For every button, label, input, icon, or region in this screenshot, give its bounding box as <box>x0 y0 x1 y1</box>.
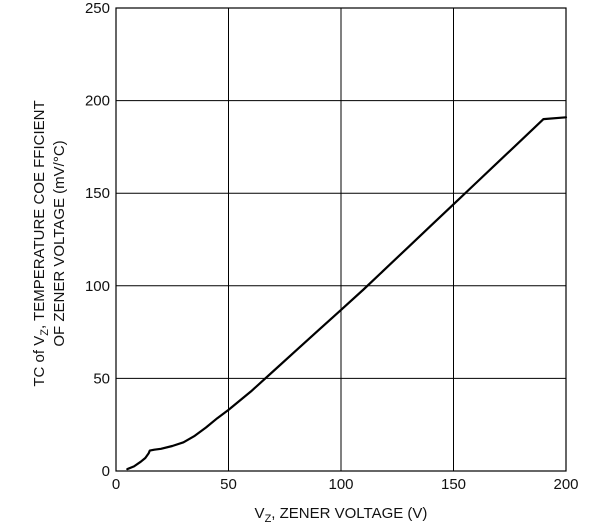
x-tick-label: 50 <box>220 476 237 493</box>
x-tick-label: 200 <box>553 476 578 493</box>
y-tick-label: 150 <box>85 185 110 202</box>
x-axis-title-rest: , ZENER VOLTAGE (V) <box>271 505 427 522</box>
x-tick-label: 100 <box>328 476 353 493</box>
y-axis-title-rest: , TEMPERATURE COE FFICIENT <box>31 100 48 329</box>
grid <box>116 8 566 471</box>
y-axis-title-line1: TC of VZ, TEMPERATURE COE FFICIENT <box>31 100 51 386</box>
x-axis-title: VZ, ZENER VOLTAGE (V) <box>255 505 428 525</box>
y-tick-label: 250 <box>85 0 110 17</box>
x-tick-label: 150 <box>441 476 466 493</box>
y-tick-label: 200 <box>85 93 110 110</box>
y-axis-title-subscript: Z <box>39 329 51 336</box>
tick-labels: 0 50 100 150 200 0 50 100 150 200 250 <box>85 0 579 493</box>
x-tick-label: 0 <box>112 476 120 493</box>
y-axis-title-main: TC of V <box>31 336 48 387</box>
x-axis-title-main: V <box>255 505 265 522</box>
y-tick-label: 50 <box>93 370 110 387</box>
tc-curve <box>126 116 568 471</box>
y-tick-label: 0 <box>102 463 110 480</box>
y-tick-label: 100 <box>85 278 110 295</box>
x-axis-title-subscript: Z <box>265 513 272 525</box>
series-layer <box>126 116 568 471</box>
plot-frame <box>115 7 567 472</box>
y-axis-title-line2: OF ZENER VOLTAGE (mV/°C) <box>51 140 68 346</box>
